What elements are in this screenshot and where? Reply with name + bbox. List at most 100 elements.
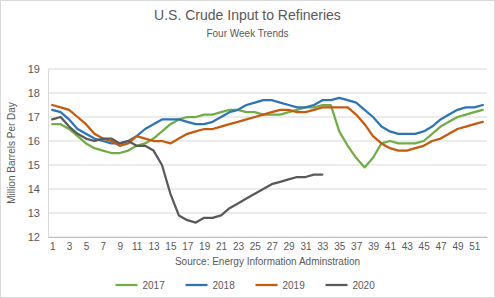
x-axis-line (49, 237, 488, 238)
y-axis-line (48, 70, 49, 238)
legend: 2017 2018 2019 2020 (116, 280, 376, 291)
y-tick-label: 14 (28, 183, 40, 195)
x-tick-label: 9 (117, 241, 123, 252)
x-tick-label: 7 (101, 241, 107, 252)
x-tick-label: 23 (233, 241, 245, 252)
chart-border (1, 1, 495, 298)
y-tick-label: 18 (28, 87, 40, 99)
legend-swatch (116, 284, 138, 286)
x-tick-label: 45 (419, 241, 431, 252)
x-tick-label: 47 (436, 241, 448, 252)
y-tick: 17 (28, 111, 48, 123)
x-tick: 35 (334, 237, 346, 252)
x-tick: 33 (317, 237, 329, 252)
grid-line (48, 117, 487, 118)
grid (48, 69, 487, 237)
y-tick-label: 19 (28, 63, 40, 75)
x-tick-label: 51 (469, 241, 481, 252)
chart: 1213141516171819135791113151719212325272… (0, 0, 495, 298)
x-tick-label: 41 (385, 241, 397, 252)
x-tick: 45 (419, 237, 431, 252)
x-tick-label: 35 (334, 241, 346, 252)
y-tick: 13 (28, 207, 48, 219)
x-tick: 47 (436, 237, 448, 252)
y-tick: 12 (28, 231, 48, 243)
x-tick: 23 (233, 237, 245, 252)
grid-line (48, 189, 487, 190)
legend-label: 2017 (143, 280, 166, 291)
x-tick-label: 33 (317, 241, 329, 252)
series-line (52, 105, 483, 151)
x-tick: 29 (284, 237, 296, 252)
y-tick-label: 17 (28, 111, 40, 123)
x-tick-label: 37 (351, 241, 363, 252)
x-tick-label: 31 (300, 241, 312, 252)
series-line (52, 105, 483, 167)
series-line (52, 98, 483, 144)
legend-label: 2019 (283, 280, 306, 291)
x-tick: 17 (182, 237, 194, 252)
x-tick: 19 (199, 237, 211, 252)
x-tick-label: 19 (199, 241, 211, 252)
legend-swatch (326, 284, 348, 286)
x-tick: 39 (368, 237, 380, 252)
x-tick: 21 (216, 237, 228, 252)
x-tick: 37 (351, 237, 363, 252)
subtitle: Four Week Trends (206, 28, 288, 39)
y-tick: 15 (28, 159, 48, 171)
legend-label: 2020 (353, 280, 376, 291)
x-tick-label: 25 (250, 241, 262, 252)
x-tick: 9 (117, 237, 123, 252)
x-tick: 27 (267, 237, 279, 252)
lines (52, 98, 483, 223)
x-tick: 43 (402, 237, 414, 252)
y-tick-label: 15 (28, 159, 40, 171)
grid-line (48, 237, 487, 238)
x-tick: 15 (165, 237, 177, 252)
x-axis: 1357911131517192123252729313335373941434… (49, 237, 488, 252)
x-tick-label: 5 (84, 241, 90, 252)
y-tick: 16 (28, 135, 48, 147)
x-tick-label: 15 (165, 241, 177, 252)
y-tick-label: 16 (28, 135, 40, 147)
x-tick: 3 (67, 237, 73, 252)
x-tick: 13 (148, 237, 160, 252)
x-tick-label: 3 (67, 241, 73, 252)
x-tick-label: 49 (452, 241, 464, 252)
x-tick: 31 (300, 237, 312, 252)
y-tick: 14 (28, 183, 48, 195)
x-tick-label: 21 (216, 241, 228, 252)
x-tick: 1 (50, 237, 56, 252)
x-tick: 7 (101, 237, 107, 252)
y-axis-title: Million Barrels Per Day (6, 102, 17, 204)
x-tick-label: 11 (132, 241, 143, 252)
x-tick: 49 (452, 237, 464, 252)
x-tick: 25 (250, 237, 262, 252)
x-tick: 5 (84, 237, 90, 252)
x-tick: 41 (385, 237, 397, 252)
title: U.S. Crude Input to Refineries (154, 7, 341, 23)
grid-line (48, 93, 487, 94)
y-tick-label: 13 (28, 207, 40, 219)
x-tick-label: 17 (182, 241, 194, 252)
x-tick-label: 43 (402, 241, 414, 252)
x-tick: 11 (132, 237, 143, 252)
x-tick-label: 1 (50, 241, 56, 252)
x-tick: 51 (469, 237, 481, 252)
y-tick: 19 (28, 63, 48, 75)
plot: 1213141516171819135791113151719212325272… (28, 63, 488, 252)
x-axis-title: Source: Energy Information Adminstration (175, 256, 360, 267)
y-tick: 18 (28, 87, 48, 99)
x-tick-label: 13 (148, 241, 160, 252)
grid-line (48, 69, 487, 70)
y-tick-label: 12 (28, 231, 40, 243)
x-tick-label: 39 (368, 241, 380, 252)
legend-label: 2018 (213, 280, 236, 291)
grid-line (48, 165, 487, 166)
legend-swatch (186, 284, 208, 286)
y-axis: 12 13 14 15 16 17 18 19 (28, 63, 49, 243)
grid-line (48, 213, 487, 214)
x-tick-label: 29 (284, 241, 296, 252)
x-tick-label: 27 (267, 241, 279, 252)
series-line (52, 117, 322, 223)
